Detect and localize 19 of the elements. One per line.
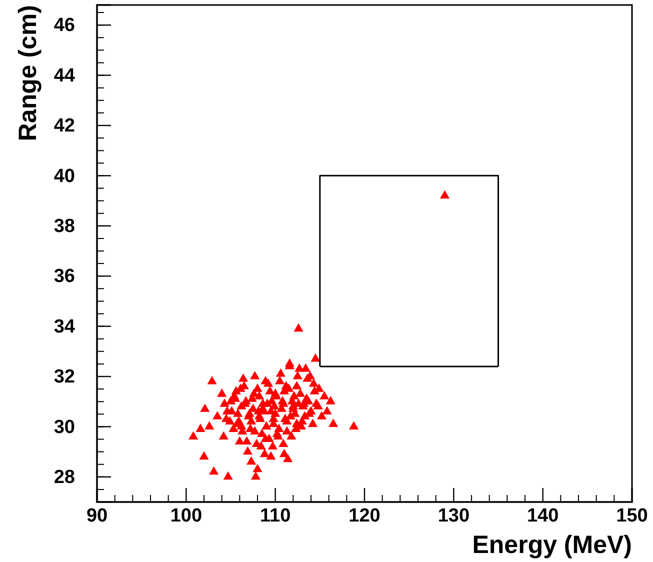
- x-tick-label: 100: [170, 505, 202, 526]
- y-tick-label: 38: [54, 216, 75, 237]
- y-tick-label: 42: [54, 116, 75, 137]
- y-tick-label: 44: [54, 65, 76, 86]
- y-tick-label: 34: [54, 316, 76, 338]
- y-tick-label: 32: [54, 366, 75, 388]
- x-tick-label: 130: [438, 505, 470, 526]
- y-tick-label: 28: [54, 466, 75, 488]
- x-tick-label: 140: [526, 505, 559, 526]
- x-axis-title: Energy (MeV): [472, 531, 632, 559]
- x-tick-label: 120: [348, 505, 380, 526]
- y-tick-label: 40: [54, 166, 75, 187]
- y-tick-label: 36: [54, 266, 75, 288]
- x-tick-label: 110: [260, 505, 291, 526]
- y-tick-label: 46: [54, 15, 75, 36]
- y-tick-label: 30: [54, 416, 75, 438]
- y-axis-title: Range (cm): [14, 5, 42, 142]
- x-tick-label: 90: [86, 505, 108, 526]
- x-tick-label: 150: [616, 505, 648, 526]
